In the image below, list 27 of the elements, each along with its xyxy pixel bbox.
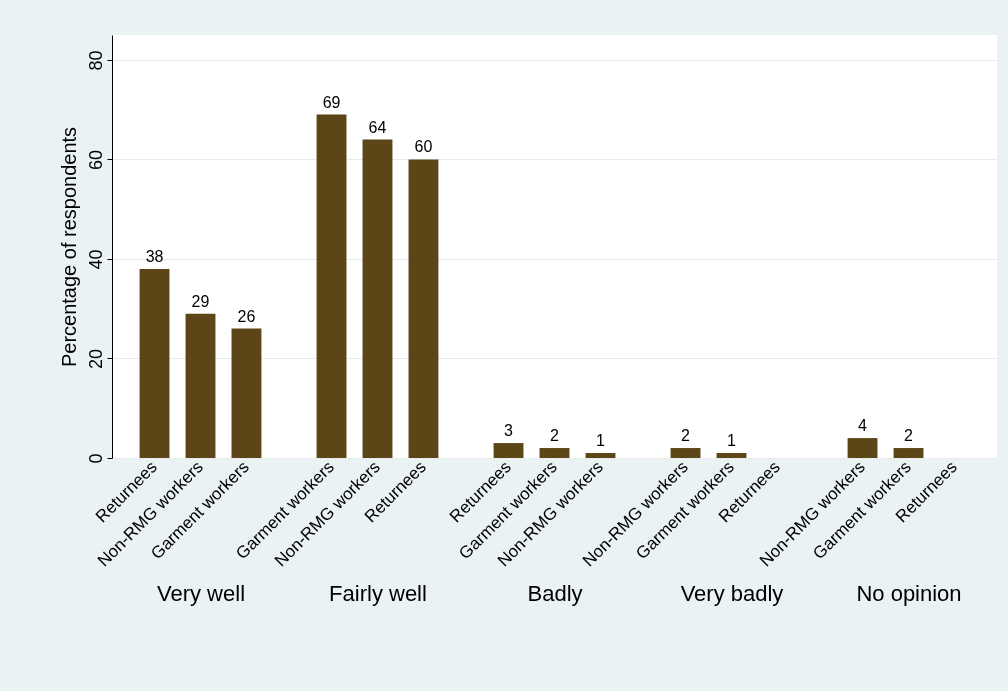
data-label: 2 [904, 427, 914, 445]
bar [185, 313, 216, 458]
data-label: 29 [191, 292, 210, 310]
data-label: 60 [414, 138, 433, 156]
x-axis-title: Very badly [680, 580, 784, 606]
data-label: 1 [596, 432, 606, 450]
y-tick-label: 20 [85, 348, 106, 369]
bar [231, 328, 262, 458]
y-tick-label: 60 [85, 149, 106, 170]
x-axis-title: No opinion [856, 580, 962, 606]
y-tick-label: 80 [85, 50, 106, 71]
data-label: 3 [504, 422, 514, 440]
x-axis-title: Very well [156, 580, 246, 606]
data-label: 26 [237, 307, 256, 325]
x-axis-title: Badly [527, 580, 583, 606]
data-label: 1 [727, 432, 737, 450]
data-label: 4 [858, 417, 868, 435]
data-label: 64 [368, 118, 387, 136]
y-axis-title: Percentage of respondents [57, 126, 80, 368]
bar [139, 268, 170, 458]
data-label: 69 [322, 93, 341, 111]
data-label: 38 [145, 247, 164, 265]
data-label: 2 [550, 427, 560, 445]
x-axis-title: Fairly well [329, 580, 427, 606]
data-label: 2 [681, 427, 691, 445]
y-tick-label: 40 [85, 249, 106, 270]
y-tick-label: 0 [85, 453, 106, 464]
